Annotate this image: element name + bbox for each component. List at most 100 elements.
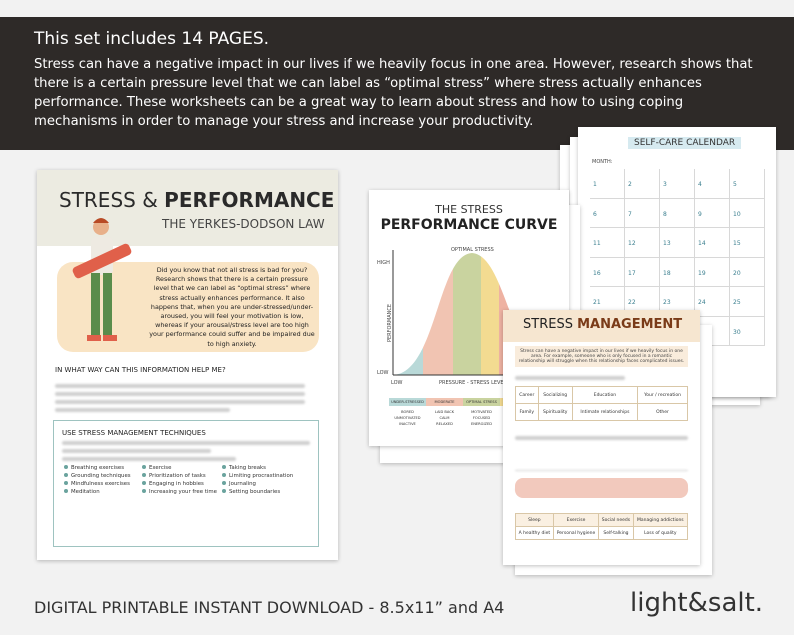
technique: Prioritization of tasks xyxy=(142,473,222,479)
table-cell: Sleep xyxy=(515,513,554,527)
table-row: A healthy diet Personal hygiene Self-talki… xyxy=(515,526,689,540)
technique-text: Prioritization of tasks xyxy=(149,473,206,479)
table-cell: Your / recreation xyxy=(637,386,688,404)
day-number: 14 xyxy=(698,240,706,247)
technique: Limiting procrastination xyxy=(222,473,312,479)
technique: Setting boundaries xyxy=(222,489,312,495)
technique-text: Grounding techniques xyxy=(71,473,131,479)
table-cell: Socializing xyxy=(537,386,573,404)
technique-text: Setting boundaries xyxy=(229,489,281,495)
performance-subtitle: THE YERKES-DODSON LAW xyxy=(162,217,325,231)
column-heading: MODERATE xyxy=(426,398,463,406)
table-cell: Spirituality xyxy=(537,403,573,421)
month-label: MONTH: xyxy=(592,159,613,165)
management-title-1: STRESS xyxy=(523,317,573,332)
y-high: HIGH xyxy=(377,260,390,266)
curve-title-2: PERFORMANCE CURVE xyxy=(380,217,558,233)
day-number: 11 xyxy=(593,240,601,247)
day-number: 9 xyxy=(698,210,702,218)
day-number: 20 xyxy=(733,269,741,277)
technique-text: Taking breaks xyxy=(229,465,266,471)
bullet xyxy=(222,465,226,469)
day-number: 19 xyxy=(698,269,706,277)
header-body: Stress can have a negative impact in our… xyxy=(34,57,753,129)
day-number: 21 xyxy=(593,299,601,306)
day-number: 8 xyxy=(663,210,667,218)
technique-text: Exercise xyxy=(149,465,172,471)
column-line: CALM xyxy=(439,416,450,420)
technique-text: Meditation xyxy=(71,489,100,495)
column-line: LAID BACK xyxy=(434,410,455,414)
illustration xyxy=(72,218,132,341)
table-cell: Career xyxy=(515,386,539,404)
x-label: PRESSURE - STRESS LEVEL xyxy=(439,380,507,386)
column-line: ENERGIZED xyxy=(470,422,493,426)
footer-text: DIGITAL PRINTABLE INSTANT DOWNLOAD - 8.5… xyxy=(34,598,505,617)
management-title: STRESS MANAGEMENT xyxy=(523,317,682,332)
calendar-cell: 2 xyxy=(625,169,660,199)
management-banner xyxy=(503,310,700,342)
table-cell: Self-talking xyxy=(598,526,634,540)
calendar-cell: 16 xyxy=(590,257,625,287)
calendar-cell: 30 xyxy=(730,316,765,346)
technique-text: Increasing your free time xyxy=(149,489,217,495)
performance-title-1: STRESS & xyxy=(59,188,158,212)
column-line: UNMOTIVATED xyxy=(394,416,421,420)
day-number: 22 xyxy=(628,299,636,306)
brand: light&salt. xyxy=(630,588,764,618)
calendar-cell: 5 xyxy=(730,169,765,199)
table-cell: Exercise xyxy=(552,513,600,527)
table-cell: Social needs xyxy=(598,513,634,527)
calendar-cell: 1 xyxy=(590,169,625,199)
calendar-cell: 15 xyxy=(730,228,765,258)
management-page: STRESS MANAGEMENT Stress can have a nega… xyxy=(503,310,700,565)
table-cell: Loss of quality xyxy=(632,526,689,540)
bullet xyxy=(222,489,226,493)
calendar-cell: 6 xyxy=(590,198,625,228)
day-number: 4 xyxy=(698,181,702,188)
bullet xyxy=(142,465,146,469)
day-number: 13 xyxy=(663,240,671,247)
technique: Exercise xyxy=(142,465,222,471)
performance-banner xyxy=(37,170,338,246)
calendar-cell: 24 xyxy=(695,287,730,317)
technique-text: Engaging in hobbies xyxy=(149,481,204,487)
day-number: 12 xyxy=(628,240,636,247)
bullet xyxy=(64,489,68,493)
techniques-box: USE STRESS MANAGEMENT TECHNIQUES Breathi… xyxy=(53,420,319,547)
column-line: INACTIVE xyxy=(399,422,416,426)
table-cell: A healthy diet xyxy=(515,526,554,540)
calendar-cell: 18 xyxy=(660,257,695,287)
calendar-cell: 8 xyxy=(660,198,695,228)
calendar-title: SELF-CARE CALENDAR xyxy=(628,137,742,149)
bullet xyxy=(222,473,226,477)
calendar-cell: 7 xyxy=(625,198,660,228)
blur-text xyxy=(55,380,305,416)
performance-title-2: PERFORMANCE xyxy=(164,188,335,212)
technique: Meditation xyxy=(64,489,142,495)
bullet xyxy=(222,481,226,485)
bullet xyxy=(142,489,146,493)
performance-title: STRESS & PERFORMANCE xyxy=(59,188,334,212)
section2-heading: USE STRESS MANAGEMENT TECHNIQUES xyxy=(62,429,206,437)
calendar-cell: 19 xyxy=(695,257,730,287)
column-line: RELAXED xyxy=(436,422,453,426)
technique: Mindfulness exercises xyxy=(64,481,142,487)
calendar-cell: 3 xyxy=(660,169,695,199)
y-low: LOW xyxy=(377,370,389,376)
day-number: 3 xyxy=(663,181,667,188)
column-line: MOTIVATED xyxy=(471,410,492,414)
table-row: Family Spirituality Intimate relationships… xyxy=(515,403,688,421)
blur-text xyxy=(515,372,625,384)
calendar-cell: 4 xyxy=(695,169,730,199)
bullet xyxy=(142,481,146,485)
technique: Increasing your free time xyxy=(142,489,222,495)
bullet xyxy=(64,473,68,477)
section1-heading: IN WHAT WAY CAN THIS INFORMATION HELP ME… xyxy=(55,366,226,374)
table-cell: Family xyxy=(515,403,539,421)
technique-text: Journaling xyxy=(229,481,256,487)
day-number: 6 xyxy=(593,210,597,218)
calendar-cell: 9 xyxy=(695,198,730,228)
areas-table: Career Socializing Education Your / recreat… xyxy=(515,386,688,421)
